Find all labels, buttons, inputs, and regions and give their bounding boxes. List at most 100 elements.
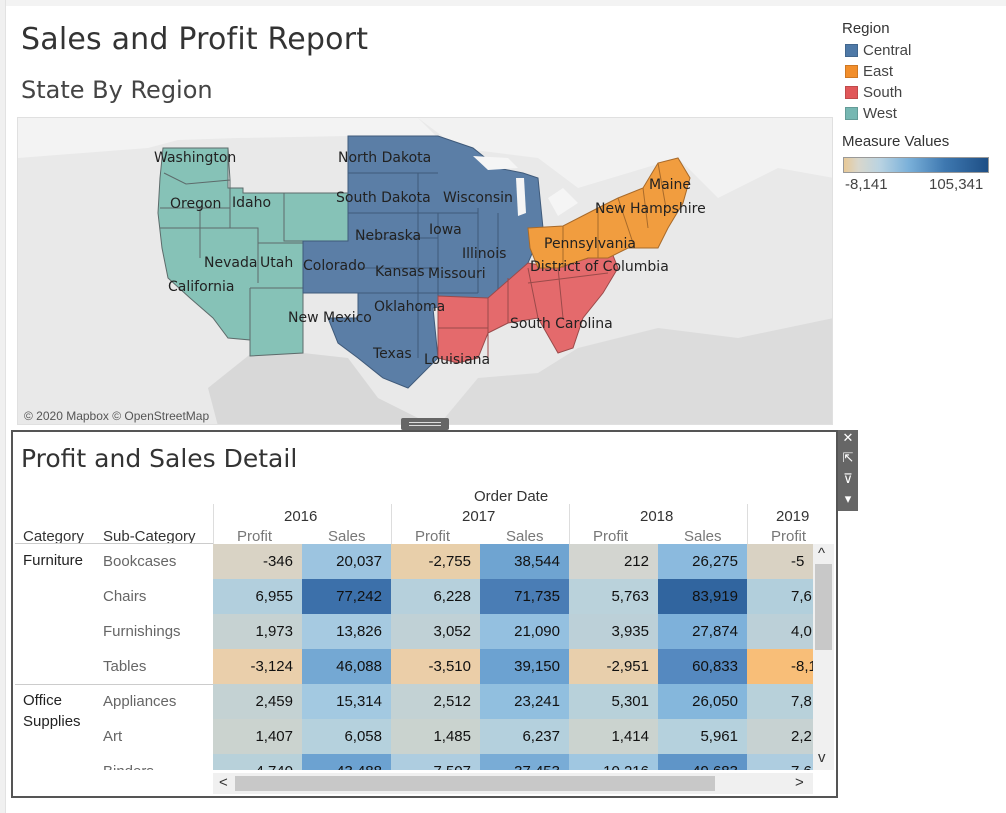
value-cell[interactable]: 49,683	[658, 754, 747, 770]
value-cell[interactable]: -3,124	[213, 649, 302, 684]
horizontal-scroll-thumb[interactable]	[235, 776, 715, 791]
table-row[interactable]: Chairs 6,955 77,242 6,228 71,735 5,763 83,919 7…	[13, 579, 813, 614]
value-cell[interactable]: 1,485	[391, 719, 480, 754]
state-region-map[interactable]: Washington Oregon Idaho Nevada Utah Colo…	[17, 117, 833, 425]
value-cell[interactable]: -2,755	[391, 544, 480, 579]
legend-item-east[interactable]: East	[845, 62, 893, 80]
more-options-icon[interactable]: ▾	[844, 491, 852, 506]
region-east[interactable]	[527, 157, 691, 269]
year-2018-header: 2018	[640, 508, 674, 525]
value-cell[interactable]: 4,0	[747, 614, 813, 649]
sheet-toolbar: ✕ ⇱ ⊽ ▾	[838, 430, 858, 511]
value-cell[interactable]: 5,961	[658, 719, 747, 754]
vertical-scroll-thumb[interactable]	[815, 564, 832, 650]
value-cell[interactable]: 2,2	[747, 719, 813, 754]
value-cell[interactable]: 43,488	[302, 754, 391, 770]
value-cell[interactable]: 1,414	[569, 719, 658, 754]
value-cell[interactable]: -2,951	[569, 649, 658, 684]
value-cell[interactable]: 10,216	[569, 754, 658, 770]
value-cell[interactable]: 5,763	[569, 579, 658, 614]
vertical-scrollbar[interactable]: ^ v	[813, 544, 834, 770]
value-cell[interactable]: 26,275	[658, 544, 747, 579]
value-cell[interactable]: -346	[213, 544, 302, 579]
value-cell[interactable]: -8,1	[747, 649, 813, 684]
subcategory-header[interactable]: Sub-Category	[103, 528, 196, 545]
resize-handle[interactable]	[401, 418, 449, 430]
value-cell[interactable]: 212	[569, 544, 658, 579]
value-cell[interactable]: 7,6	[747, 754, 813, 770]
table-row[interactable]: Art 1,407 6,058 1,485 6,237 1,414 5,961 2,2	[13, 719, 813, 754]
value-cell[interactable]: 6,955	[213, 579, 302, 614]
value-cell[interactable]: 6,058	[302, 719, 391, 754]
detail-table[interactable]: Furniture Bookcases -346 20,037 -2,755 38,544…	[13, 544, 813, 770]
map-canvas[interactable]	[18, 118, 833, 425]
profit-header-2017[interactable]: Profit	[415, 528, 451, 545]
category-header[interactable]: Category	[23, 528, 84, 545]
horizontal-scrollbar[interactable]: < >	[213, 773, 813, 794]
value-cell[interactable]: 71,735	[480, 579, 569, 614]
value-cell[interactable]: 46,088	[302, 649, 391, 684]
scroll-down-icon[interactable]: v	[818, 749, 826, 766]
profit-sales-detail[interactable]: Profit and Sales Detail Order Date 2016 …	[11, 430, 838, 798]
border-central-states	[348, 172, 499, 358]
table-row[interactable]: Furnishings 1,973 13,826 3,052 21,090 3,935 27…	[13, 614, 813, 649]
value-cell[interactable]: 60,833	[658, 649, 747, 684]
value-cell[interactable]: 4,740	[213, 754, 302, 770]
label-maine: Maine	[649, 177, 692, 193]
legend-item-south[interactable]: South	[845, 83, 902, 101]
value-cell[interactable]: 1,973	[213, 614, 302, 649]
scroll-up-icon[interactable]: ^	[818, 545, 826, 562]
filter-icon[interactable]: ⊽	[843, 471, 853, 486]
region-west[interactable]	[157, 147, 304, 357]
sales-header-2018[interactable]: Sales	[684, 528, 722, 545]
value-cell[interactable]: 15,314	[302, 684, 391, 719]
canada-west-land	[18, 118, 438, 158]
measure-min: -8,141	[845, 176, 888, 193]
map-title: State By Region	[21, 76, 213, 104]
scroll-left-icon[interactable]: <	[219, 774, 228, 791]
table-row[interactable]: Tables -3,124 46,088 -3,510 39,150 -2,951 60,8…	[13, 649, 813, 684]
border-west-states	[160, 180, 303, 340]
value-cell[interactable]: 83,919	[658, 579, 747, 614]
popout-icon[interactable]: ⇱	[842, 450, 854, 465]
sales-header-2016[interactable]: Sales	[328, 528, 366, 545]
value-cell[interactable]: -3,510	[391, 649, 480, 684]
legend-item-central[interactable]: Central	[845, 41, 911, 59]
subcategory-cell: Bookcases	[103, 553, 177, 570]
table-row[interactable]: Office Supplies Appliances 2,459 15,314 2,51…	[13, 684, 813, 730]
value-cell[interactable]: 38,544	[480, 544, 569, 579]
value-cell[interactable]: 21,090	[480, 614, 569, 649]
table-row[interactable]: Furniture Bookcases -346 20,037 -2,755 38,544…	[13, 544, 813, 579]
value-cell[interactable]: 27,874	[658, 614, 747, 649]
value-cell[interactable]: 23,241	[480, 684, 569, 719]
value-cell[interactable]: 7,8	[747, 684, 813, 719]
value-cell[interactable]: 3,052	[391, 614, 480, 649]
close-icon[interactable]: ✕	[842, 430, 854, 445]
value-cell[interactable]: 13,826	[302, 614, 391, 649]
legend-item-west[interactable]: West	[845, 104, 897, 122]
value-cell[interactable]: -5	[747, 544, 813, 579]
value-cell[interactable]: 77,242	[302, 579, 391, 614]
value-cell[interactable]: 7,507	[391, 754, 480, 770]
value-cell[interactable]: 7,6	[747, 579, 813, 614]
profit-header-2018[interactable]: Profit	[593, 528, 629, 545]
value-cell[interactable]: 20,037	[302, 544, 391, 579]
table-row[interactable]: Binders 4,74043,4887,50737,45310,21649,68…	[13, 754, 813, 770]
value-cell[interactable]: 39,150	[480, 649, 569, 684]
scroll-right-icon[interactable]: >	[795, 774, 804, 791]
value-cell[interactable]: 26,050	[658, 684, 747, 719]
value-cell[interactable]: 6,237	[480, 719, 569, 754]
value-cell[interactable]: 2,459	[213, 684, 302, 719]
value-cell[interactable]: 1,407	[213, 719, 302, 754]
profit-header-2019[interactable]: Profit	[771, 528, 807, 545]
value-cell[interactable]: 5,301	[569, 684, 658, 719]
order-date-header: Order Date	[474, 488, 549, 505]
label-wisconsin: Wisconsin	[443, 190, 513, 206]
value-cell[interactable]: 3,935	[569, 614, 658, 649]
sales-header-2017[interactable]: Sales	[506, 528, 544, 545]
value-cell[interactable]: 2,512	[391, 684, 480, 719]
value-cell[interactable]: 37,453	[480, 754, 569, 770]
label-illinois: Illinois	[462, 246, 507, 262]
profit-header-2016[interactable]: Profit	[237, 528, 273, 545]
value-cell[interactable]: 6,228	[391, 579, 480, 614]
